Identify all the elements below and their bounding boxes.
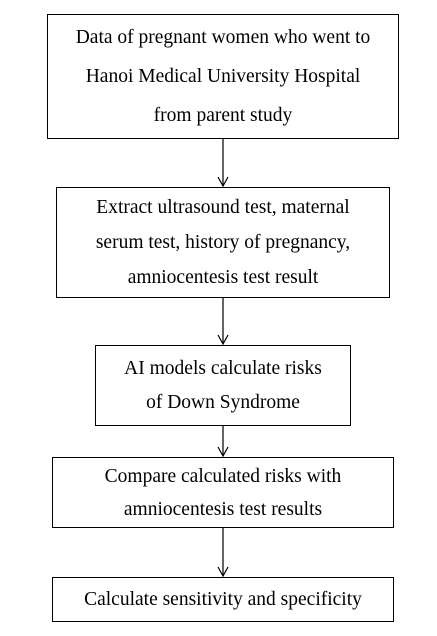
arrow-2-to-3 <box>217 298 229 346</box>
flow-step-extract: Extract ultrasound test, maternal serum … <box>56 187 390 298</box>
step-text-line: amniocentesis test result <box>127 267 319 288</box>
step-text-line: Compare calculated risks with <box>104 465 342 487</box>
step-text-line: Extract ultrasound test, maternal <box>96 197 350 218</box>
flow-step-data-source: Data of pregnant women who went to Hanoi… <box>47 14 399 139</box>
arrow-4-to-5 <box>217 528 229 578</box>
step-text-line: of Down Syndrome <box>146 391 300 413</box>
step-text-line: AI models calculate risks <box>124 357 322 379</box>
step-text-line: amniocentesis test results <box>123 498 323 520</box>
arrow-1-to-2 <box>217 139 229 188</box>
step-text-line: Hanoi Medical University Hospital <box>85 66 361 87</box>
step-text-line: from parent study <box>153 105 293 126</box>
flow-step-calculate: Calculate sensitivity and specificity <box>52 577 394 622</box>
flow-step-compare: Compare calculated risks with amniocente… <box>52 457 394 528</box>
step-text-line: Calculate sensitivity and specificity <box>84 588 362 610</box>
arrow-3-to-4 <box>217 426 229 458</box>
step-text-line: serum test, history of pregnancy, <box>95 232 351 253</box>
flow-step-ai-models: AI models calculate risks of Down Syndro… <box>95 345 351 426</box>
step-text-line: Data of pregnant women who went to <box>75 27 371 48</box>
